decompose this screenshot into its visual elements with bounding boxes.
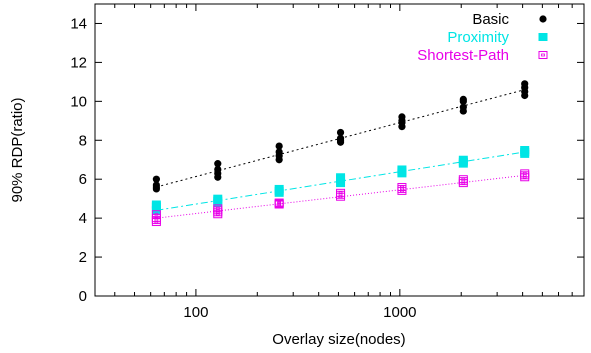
y-axis-title: 90% RDP(ratio) [9,97,26,202]
point-shortest-path [458,175,468,184]
y-tick-label: 8 [79,132,87,149]
point-proximity [151,200,161,209]
y-tick-label: 0 [79,288,87,305]
point-basic [275,148,283,156]
y-tick-label: 6 [79,171,87,188]
plot-frame [94,3,585,297]
point-shortest-path-inner [522,171,527,175]
point-shortest-path [336,188,346,197]
point-basic [459,95,467,103]
x-axis-title: Overlay size(nodes) [272,331,405,348]
point-shortest-path-inner [338,191,343,195]
point-shortest-path-inner [461,177,466,181]
point-shortest-path-inner [400,185,404,189]
point-shortest-path-inner [277,201,282,204]
legend-marker-shortest-path-inner [541,53,545,57]
axis-ticks: 0 2 4 6 8 10 12 14 100 1000 [70,4,585,321]
point-proximity [336,173,346,182]
point-basic [521,80,529,88]
point-shortest-path-inner [154,212,159,216]
point-basic [336,134,345,142]
point-basic [336,128,345,137]
legend-label-proximity: Proximity [447,29,509,46]
legend-marker-shortest-path [538,51,548,59]
point-shortest-path [336,190,346,199]
point-shortest-path [397,184,407,193]
point-proximity [458,155,468,164]
point-basic [152,175,160,183]
fit-lines [156,89,525,219]
point-shortest-path [274,198,284,207]
point-basic [398,113,406,121]
point-proximity [520,146,530,154]
x-tick-label: 100 [183,304,208,321]
y-tick-label: 2 [79,249,87,266]
point-basic [275,142,283,150]
point-proximity [397,165,407,174]
legend-marker-proximity [538,33,548,41]
point-proximity [274,184,284,193]
legend-marker-basic [539,15,547,23]
y-tick-label: 10 [70,93,87,110]
point-shortest-path [458,177,468,186]
point-shortest-path [397,182,407,191]
y-tick-label: 14 [70,15,87,32]
point-proximity [213,194,223,203]
y-tick-label: 12 [70,54,87,71]
point-basic [459,103,467,111]
data-points [151,80,530,227]
point-basic [152,181,160,189]
legend-label-basic: Basic [472,11,509,28]
y-tick-label: 4 [79,210,87,227]
point-shortest-path [151,210,161,219]
legend-label-shortest-path: Shortest-Path [417,47,509,64]
point-shortest-path-inner [215,206,220,210]
point-basic [214,160,222,168]
point-basic [214,165,222,174]
point-shortest-path [520,169,530,178]
point-shortest-path [213,204,223,213]
x-tick-label: 1000 [383,304,416,321]
